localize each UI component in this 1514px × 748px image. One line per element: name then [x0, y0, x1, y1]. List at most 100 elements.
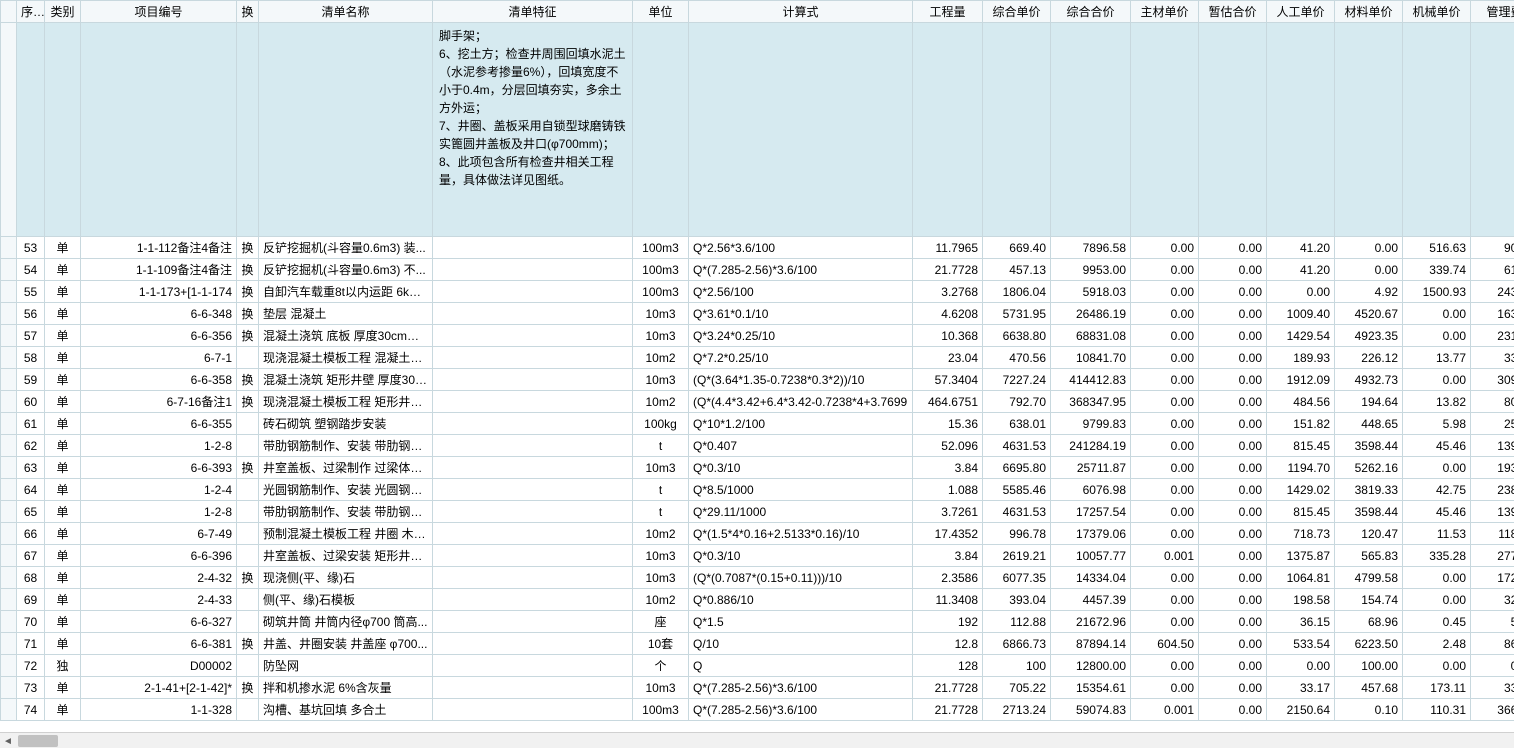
cell-swap[interactable] — [237, 523, 259, 545]
cell-mat[interactable]: 0.00 — [1131, 259, 1199, 281]
cell-code[interactable]: 1-1-112备注4备注 — [81, 237, 237, 259]
cell-cat[interactable]: 单 — [45, 369, 81, 391]
cell-prov[interactable]: 0.00 — [1199, 435, 1267, 457]
cell-feat[interactable] — [433, 347, 633, 369]
cell-uprice[interactable]: 393.04 — [983, 589, 1051, 611]
cell-swap[interactable]: 换 — [237, 325, 259, 347]
cell-feat[interactable] — [433, 391, 633, 413]
cell-name[interactable]: 现浇侧(平、缘)石 — [259, 567, 433, 589]
table-row[interactable]: 62单1-2-8带肋钢筋制作、安装 带肋钢筋...tQ*0.40752.0964… — [1, 435, 1514, 457]
cell-seq[interactable]: 71 — [17, 633, 45, 655]
cell-cat[interactable]: 单 — [45, 699, 81, 721]
cell-labor[interactable]: 33.17 — [1267, 677, 1335, 699]
cell-tprice[interactable]: 17257.54 — [1051, 501, 1131, 523]
cell-qty[interactable]: 3.84 — [913, 457, 983, 479]
cell-mat[interactable]: 0.00 — [1131, 589, 1199, 611]
cell-swap[interactable] — [237, 699, 259, 721]
cost-items-grid[interactable]: 序号 类别 项目编号 换 清单名称 清单特征 单位 计算式 工程量 综合单价 综… — [0, 0, 1514, 748]
cell-name[interactable]: 预制混凝土模板工程 井圈 木模... — [259, 523, 433, 545]
cell-code[interactable]: 1-2-4 — [81, 479, 237, 501]
cell-cat[interactable]: 单 — [45, 633, 81, 655]
cell-prov[interactable]: 0.00 — [1199, 699, 1267, 721]
cell-formula[interactable]: Q*0.407 — [689, 435, 913, 457]
cell-uprice[interactable]: 996.78 — [983, 523, 1051, 545]
cell-cat[interactable]: 单 — [45, 589, 81, 611]
cell-tprice[interactable]: 10841.70 — [1051, 347, 1131, 369]
cell-tprice[interactable]: 9953.00 — [1051, 259, 1131, 281]
cell-labor[interactable]: 1429.02 — [1267, 479, 1335, 501]
cell-swap[interactable] — [237, 545, 259, 567]
cell-code[interactable]: 2-4-33 — [81, 589, 237, 611]
cell-swap[interactable]: 换 — [237, 567, 259, 589]
cell-qty[interactable]: 3.7261 — [913, 501, 983, 523]
cell-seq[interactable]: 64 — [17, 479, 45, 501]
cell-seq[interactable]: 63 — [17, 457, 45, 479]
cell-mach[interactable]: 110.31 — [1403, 699, 1471, 721]
cell-name[interactable]: 井室盖板、过梁制作 过梁体积... — [259, 457, 433, 479]
cell-prov[interactable]: 0.00 — [1199, 303, 1267, 325]
cell-code[interactable]: 6-7-49 — [81, 523, 237, 545]
cell-labor[interactable]: 189.93 — [1267, 347, 1335, 369]
col-unit[interactable]: 单位 — [633, 1, 689, 23]
cell-seq[interactable]: 60 — [17, 391, 45, 413]
cell-name[interactable]: 混凝土浇筑 底板 厚度30cm以内 — [259, 325, 433, 347]
cell-swap[interactable]: 换 — [237, 237, 259, 259]
cell-matu[interactable]: 3598.44 — [1335, 435, 1403, 457]
cell-qty[interactable]: 21.7728 — [913, 259, 983, 281]
cell-labor[interactable]: 815.45 — [1267, 435, 1335, 457]
cell-labor[interactable]: 1194.70 — [1267, 457, 1335, 479]
cell-formula[interactable]: Q/10 — [689, 633, 913, 655]
table-row[interactable]: 66单6-7-49预制混凝土模板工程 井圈 木模...10m2Q*(1.5*4*… — [1, 523, 1514, 545]
cell-matu[interactable]: 154.74 — [1335, 589, 1403, 611]
row-gutter[interactable] — [1, 611, 17, 633]
cell-mgmt[interactable]: 238.43 — [1471, 479, 1514, 501]
cell-prov[interactable]: 0.00 — [1199, 501, 1267, 523]
cell-tprice[interactable]: 368347.95 — [1051, 391, 1131, 413]
cell-feat[interactable] — [433, 325, 633, 347]
cell-mgmt[interactable]: 309.76 — [1471, 369, 1514, 391]
cell-mat[interactable]: 0.00 — [1131, 567, 1199, 589]
col-labor[interactable]: 人工单价 — [1267, 1, 1335, 23]
row-gutter[interactable] — [1, 413, 17, 435]
cell-feat[interactable] — [433, 479, 633, 501]
cell-seq[interactable]: 59 — [17, 369, 45, 391]
cell-tprice[interactable]: 15354.61 — [1051, 677, 1131, 699]
cell-seq[interactable]: 65 — [17, 501, 45, 523]
cell-formula[interactable]: Q*29.11/1000 — [689, 501, 913, 523]
cell-feat[interactable] — [433, 435, 633, 457]
table-row[interactable]: 67单6-6-396井室盖板、过梁安装 矩形井室...10m3Q*0.3/103… — [1, 545, 1514, 567]
cell-mat[interactable]: 0.00 — [1131, 391, 1199, 413]
cell-uprice[interactable]: 100 — [983, 655, 1051, 677]
cell-feat[interactable] — [433, 369, 633, 391]
cell-unit[interactable]: 100m3 — [633, 237, 689, 259]
cell-unit[interactable]: 座 — [633, 611, 689, 633]
col-tprice[interactable]: 综合合价 — [1051, 1, 1131, 23]
cell-name[interactable]: 光圆钢筋制作、安装 光圆钢筋... — [259, 479, 433, 501]
cell-labor[interactable]: 36.15 — [1267, 611, 1335, 633]
cell-qty[interactable]: 192 — [913, 611, 983, 633]
cell-unit[interactable]: 100m3 — [633, 281, 689, 303]
cell-feat[interactable] — [433, 281, 633, 303]
cell-formula[interactable]: Q*(7.285-2.56)*3.6/100 — [689, 677, 913, 699]
cell-uprice[interactable]: 5585.46 — [983, 479, 1051, 501]
cell-mat[interactable]: 0.00 — [1131, 611, 1199, 633]
cell-mach[interactable]: 2.48 — [1403, 633, 1471, 655]
cell-matu[interactable]: 0.00 — [1335, 259, 1403, 281]
cell-unit[interactable]: 10m2 — [633, 391, 689, 413]
table-row[interactable]: 55单1-1-173+[1-1-174换自卸汽车载重8t以内运距 6km...1… — [1, 281, 1514, 303]
cell-mgmt[interactable]: 139.47 — [1471, 501, 1514, 523]
cell-formula[interactable]: Q*8.5/1000 — [689, 479, 913, 501]
cell-labor[interactable]: 484.56 — [1267, 391, 1335, 413]
cell-mat[interactable]: 0.00 — [1131, 303, 1199, 325]
cell-cat[interactable]: 单 — [45, 677, 81, 699]
cell-uprice[interactable]: 5731.95 — [983, 303, 1051, 325]
cell-swap[interactable]: 换 — [237, 369, 259, 391]
cell-prov[interactable]: 0.00 — [1199, 347, 1267, 369]
cell-labor[interactable]: 41.20 — [1267, 237, 1335, 259]
cell-tprice[interactable]: 6076.98 — [1051, 479, 1131, 501]
cell-labor[interactable]: 41.20 — [1267, 259, 1335, 281]
cell-mgmt[interactable]: 33.42 — [1471, 677, 1514, 699]
cell-feat[interactable] — [433, 655, 633, 677]
row-gutter[interactable] — [1, 281, 17, 303]
cell-code[interactable]: 6-6-356 — [81, 325, 237, 347]
